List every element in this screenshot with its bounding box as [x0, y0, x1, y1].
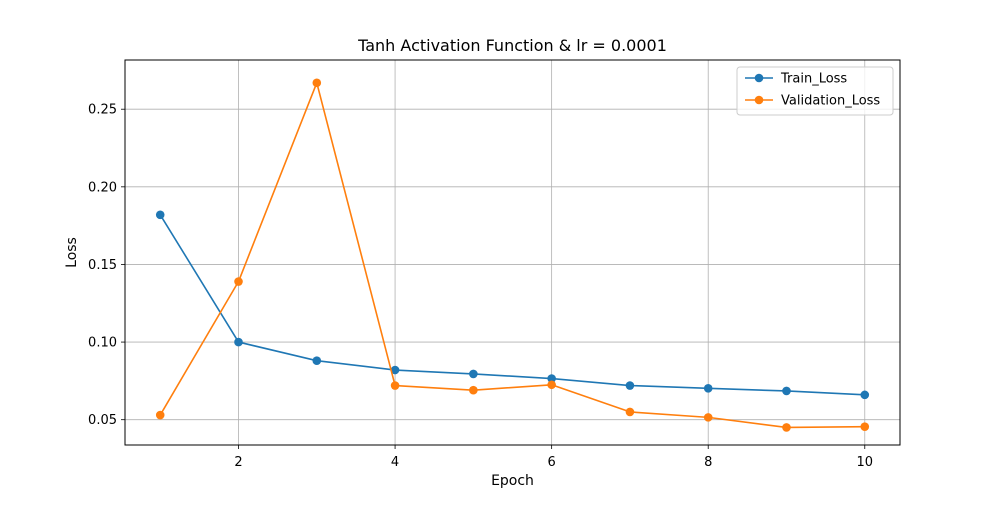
y-tick-label: 0.10: [88, 336, 117, 351]
train-loss-point: [547, 374, 556, 383]
train-loss-point: [312, 356, 322, 366]
y-tick-label: 0.15: [88, 258, 117, 273]
x-tick-label: 8: [704, 455, 712, 470]
validation-loss-point: [860, 422, 870, 431]
validation-loss-point: [390, 381, 400, 390]
train-loss-point: [860, 390, 870, 400]
legend: Train_Loss Validation_Loss: [736, 66, 894, 116]
train-loss-point: [234, 337, 243, 347]
plot-area-frame: [124, 59, 901, 446]
train-loss-point: [390, 365, 400, 375]
validation-loss-point: [469, 385, 478, 395]
x-tick-label: 2: [234, 455, 242, 470]
axis-ticks: 2 4 6 8 10 0.05 0.10 0.15 0.20 0.25: [88, 103, 873, 470]
chart-title: Tanh Activation Function & lr = 0.0001: [357, 36, 667, 55]
x-tick-label: 10: [856, 455, 873, 470]
y-tick-label: 0.05: [88, 413, 117, 428]
train-loss-point: [703, 384, 713, 393]
train-loss-point: [155, 210, 165, 220]
validation-loss-point: [234, 277, 243, 286]
validation-loss-series: [155, 78, 870, 432]
validation-loss-line: [159, 82, 865, 429]
validation-loss-point: [625, 407, 635, 417]
y-tick-label: 0.20: [88, 180, 117, 195]
series-layer: [155, 78, 870, 432]
train-loss-point: [782, 386, 791, 396]
validation-loss-point: [703, 413, 713, 422]
y-axis-label: Loss: [64, 237, 80, 268]
train-loss-line: [159, 214, 865, 396]
legend-swatch-marker: [754, 95, 764, 105]
legend-label: Train_Loss: [780, 72, 847, 87]
train-loss-series: [155, 210, 870, 400]
x-axis-label: Epoch: [491, 473, 534, 489]
validation-loss-point: [155, 410, 165, 420]
train-loss-point: [625, 381, 635, 390]
train-loss-point: [469, 369, 478, 379]
legend-swatch-marker: [754, 73, 764, 83]
validation-loss-point: [312, 78, 322, 88]
x-tick-label: 4: [391, 455, 399, 470]
validation-loss-point: [782, 423, 791, 432]
x-tick-label: 6: [548, 455, 556, 470]
legend-box: [736, 66, 894, 116]
validation-loss-point: [547, 380, 556, 390]
y-tick-label: 0.25: [88, 103, 117, 118]
legend-label: Validation_Loss: [781, 94, 880, 109]
